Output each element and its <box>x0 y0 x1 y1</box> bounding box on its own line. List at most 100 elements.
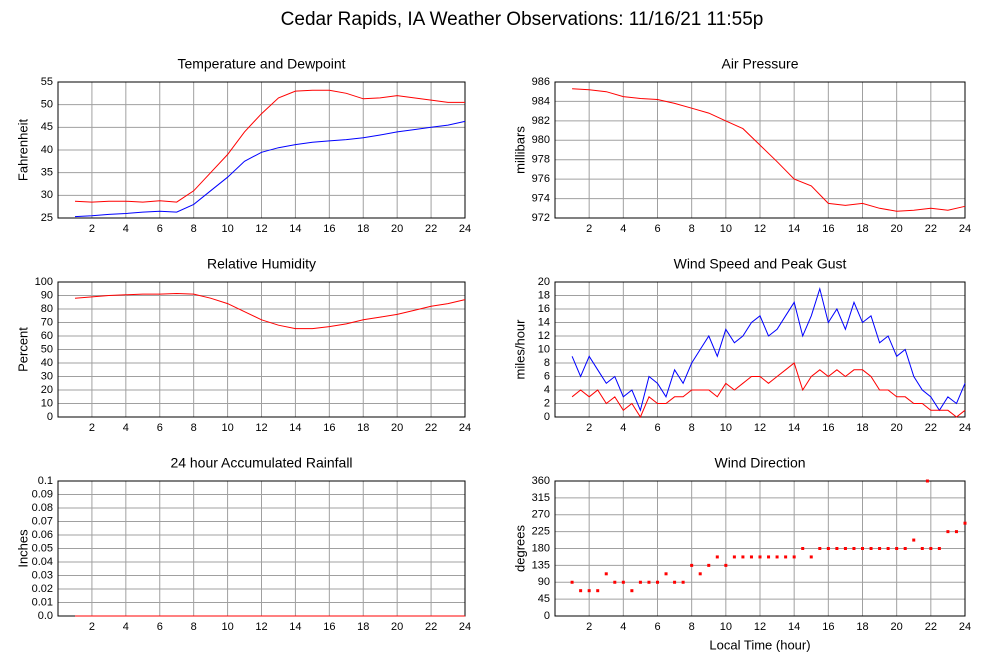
plot-frame <box>57 81 466 219</box>
data-point <box>673 580 677 584</box>
y-tick-label: 50 <box>41 99 53 111</box>
y-axis-label: Inches <box>15 529 30 568</box>
x-tick-label: 22 <box>425 422 437 434</box>
x-tick-label: 4 <box>620 422 626 434</box>
x-tick-label: 8 <box>191 223 197 235</box>
y-tick-label: 0.0 <box>38 610 53 622</box>
data-point <box>621 580 625 584</box>
x-tick-label: 16 <box>323 223 335 235</box>
y-tick-label: 978 <box>532 154 550 166</box>
y-tick-label: 40 <box>41 144 53 156</box>
data-point <box>826 547 830 550</box>
y-tick-label: 80 <box>41 303 53 315</box>
y-tick-label: 55 <box>41 76 53 88</box>
y-tick-label: 90 <box>538 576 550 588</box>
x-tick-label: 6 <box>654 422 660 434</box>
y-tick-label: 976 <box>532 173 550 185</box>
y-tick-label: 135 <box>532 559 550 571</box>
plot-frame <box>554 480 966 617</box>
data-point <box>749 555 753 559</box>
data-point <box>596 589 600 593</box>
x-tick-label: 2 <box>586 621 592 633</box>
data-point <box>570 580 574 584</box>
y-tick-label: 4 <box>544 384 550 396</box>
data-line <box>571 286 966 412</box>
x-tick-label: 10 <box>221 223 233 235</box>
data-point <box>604 572 608 576</box>
x-tick-label: 18 <box>357 621 369 633</box>
y-tick-label: 0.01 <box>32 596 53 608</box>
y-tick-label: 45 <box>41 121 53 133</box>
chart-title: Air Pressure <box>721 56 798 72</box>
y-tick-label: 0.03 <box>32 569 53 581</box>
x-tick-label: 16 <box>822 223 834 235</box>
x-tick-label: 10 <box>221 422 233 434</box>
chart-title: Relative Humidity <box>207 256 316 272</box>
y-tick-label: 0.1 <box>38 475 53 487</box>
y-tick-label: 18 <box>538 289 550 301</box>
x-tick-label: 20 <box>891 223 903 235</box>
x-tick-label: 4 <box>123 422 129 434</box>
data-point <box>835 547 839 550</box>
data-point <box>638 580 642 584</box>
y-tick-label: 45 <box>538 593 550 605</box>
y-tick-label: 60 <box>41 330 53 342</box>
x-tick-label: 10 <box>720 621 732 633</box>
y-tick-label: 30 <box>41 189 53 201</box>
plot-frame <box>554 281 966 418</box>
data-point <box>937 547 941 550</box>
data-point <box>886 547 890 550</box>
x-axis-label: Local Time (hour) <box>709 637 810 652</box>
plot-frame <box>57 281 466 418</box>
x-tick-label: 2 <box>89 223 95 235</box>
x-tick-label: 12 <box>255 223 267 235</box>
x-tick-label: 16 <box>323 621 335 633</box>
x-tick-label: 10 <box>720 422 732 434</box>
x-tick-label: 10 <box>720 223 732 235</box>
y-tick-label: 315 <box>532 492 550 504</box>
x-tick-label: 2 <box>586 422 592 434</box>
y-tick-label: 25 <box>41 212 53 224</box>
y-tick-label: 225 <box>532 526 550 538</box>
data-point <box>707 563 711 567</box>
plot-frame <box>554 81 966 219</box>
chart-title: Wind Direction <box>714 455 805 471</box>
y-tick-label: 90 <box>41 289 53 301</box>
data-line <box>74 120 466 218</box>
y-tick-label: 360 <box>532 475 550 487</box>
data-point <box>929 547 933 550</box>
data-point <box>818 547 822 550</box>
data-point <box>954 530 958 534</box>
x-tick-label: 8 <box>191 621 197 633</box>
data-point <box>878 547 882 550</box>
x-tick-label: 2 <box>89 422 95 434</box>
x-tick-label: 6 <box>654 223 660 235</box>
data-line <box>74 292 466 330</box>
y-tick-label: 980 <box>532 134 550 146</box>
x-tick-label: 24 <box>459 422 471 434</box>
x-tick-label: 24 <box>959 621 971 633</box>
y-tick-label: 0.06 <box>32 529 53 541</box>
x-tick-label: 4 <box>123 223 129 235</box>
data-point <box>925 479 929 483</box>
data-point <box>775 555 779 559</box>
y-axis-label: Percent <box>15 327 30 372</box>
y-tick-label: 984 <box>532 95 550 107</box>
x-tick-label: 8 <box>689 223 695 235</box>
chart-title: Wind Speed and Peak Gust <box>674 256 847 272</box>
x-tick-label: 6 <box>157 223 163 235</box>
x-tick-label: 20 <box>391 621 403 633</box>
y-tick-label: 0.04 <box>32 556 53 568</box>
x-tick-label: 16 <box>323 422 335 434</box>
y-tick-label: 982 <box>532 115 550 127</box>
data-point <box>946 530 950 534</box>
y-tick-label: 30 <box>41 370 53 382</box>
x-tick-label: 2 <box>586 223 592 235</box>
x-tick-label: 8 <box>689 422 695 434</box>
x-tick-label: 14 <box>788 422 800 434</box>
x-tick-label: 18 <box>856 422 868 434</box>
x-tick-label: 10 <box>221 621 233 633</box>
y-tick-label: 12 <box>538 330 550 342</box>
data-point <box>741 555 745 559</box>
y-tick-label: 0.02 <box>32 583 53 595</box>
